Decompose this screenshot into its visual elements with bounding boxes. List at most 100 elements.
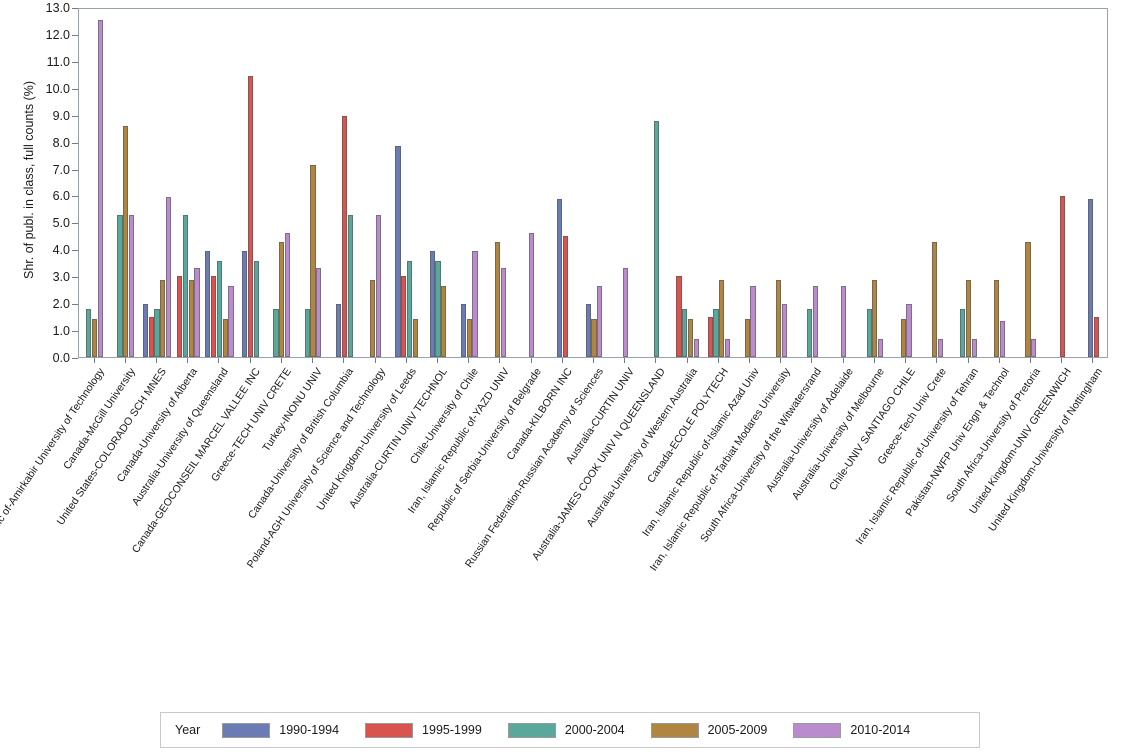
bar — [841, 286, 847, 357]
bar — [117, 215, 123, 357]
y-tick-mark — [72, 223, 78, 225]
bar — [866, 308, 872, 357]
legend-swatch — [507, 722, 556, 738]
y-tick-mark — [72, 331, 78, 333]
y-tick-mark — [72, 8, 78, 9]
y-tick-label: 13.0 — [45, 1, 70, 15]
bar — [687, 318, 694, 357]
y-tick-label: 1.0 — [52, 324, 70, 339]
bar — [441, 286, 447, 357]
bar — [341, 115, 347, 357]
bar — [129, 215, 135, 357]
y-tick-mark — [72, 88, 78, 90]
x-tick-mark — [312, 358, 314, 363]
x-tick-mark — [1092, 358, 1094, 363]
x-tick-mark — [468, 358, 470, 363]
legend-item[interactable]: 1990-1994 — [222, 722, 340, 738]
bar — [494, 241, 501, 357]
bar — [676, 276, 682, 357]
y-tick-label: 10.0 — [45, 81, 70, 96]
y-tick-mark — [72, 142, 78, 144]
bar — [693, 339, 699, 357]
bar — [563, 236, 569, 357]
y-tick-mark — [72, 304, 78, 306]
x-tick-mark — [1029, 358, 1031, 363]
bar — [781, 303, 787, 357]
bar — [878, 339, 884, 357]
bar — [960, 308, 966, 357]
bar — [142, 304, 149, 357]
x-tick-mark — [530, 358, 532, 363]
bar — [994, 280, 1000, 357]
x-tick-mark — [811, 358, 813, 363]
bar — [775, 280, 781, 357]
bar — [335, 304, 342, 357]
bar — [806, 308, 813, 357]
bar — [182, 215, 188, 357]
bar — [97, 20, 103, 357]
bar — [622, 268, 628, 357]
bar — [395, 145, 401, 357]
y-tick-mark — [72, 196, 78, 198]
bar — [222, 318, 228, 357]
legend-label: 2005-2009 — [707, 723, 768, 737]
bar — [719, 280, 725, 357]
x-tick-mark — [873, 358, 875, 363]
bar — [591, 318, 597, 357]
x-tick-mark — [749, 358, 751, 363]
bar — [154, 308, 160, 357]
bar — [653, 120, 659, 357]
bar — [872, 280, 878, 357]
x-tick-label-text: Iran, Islamic Republic of-Islamic Azad U… — [640, 366, 762, 539]
y-tick-mark — [72, 34, 78, 36]
y-tick-label: 3.0 — [52, 270, 70, 285]
bar — [1059, 196, 1065, 357]
bar — [205, 251, 211, 357]
x-tick-mark — [717, 358, 719, 363]
bar — [971, 339, 977, 357]
bar — [216, 260, 223, 357]
y-tick-label: 2.0 — [52, 297, 70, 312]
bar — [194, 268, 200, 357]
bar — [347, 215, 353, 357]
bar — [211, 276, 217, 357]
y-tick-label: 5.0 — [52, 216, 70, 231]
bar — [166, 197, 172, 357]
legend-label: 1990-1994 — [279, 723, 340, 737]
x-tick-mark — [842, 358, 844, 363]
legend-swatch — [222, 722, 271, 738]
bar — [285, 232, 291, 357]
y-tick-label: 8.0 — [52, 135, 70, 150]
bar — [812, 286, 818, 357]
x-tick-mark — [156, 358, 158, 363]
y-tick-label: 9.0 — [52, 108, 70, 123]
chart-legend: Year 1990-1994 1995-1999 2000-2004 2005-200… — [160, 712, 980, 748]
bar — [472, 250, 478, 357]
plot-area — [78, 8, 1108, 358]
bar — [597, 286, 603, 357]
x-tick-mark — [936, 358, 938, 363]
x-tick-mark — [124, 358, 126, 363]
bar — [176, 276, 183, 357]
legend-swatch — [793, 722, 842, 738]
legend-label: 2000-2004 — [564, 723, 625, 737]
bar — [435, 260, 441, 357]
y-tick-mark — [72, 115, 78, 117]
legend-item[interactable]: 2010-2014 — [793, 722, 910, 738]
bar — [1093, 316, 1099, 357]
bar — [707, 316, 713, 357]
bar — [253, 260, 260, 357]
bar — [500, 268, 506, 357]
bar — [160, 280, 166, 357]
bar — [370, 280, 376, 357]
legend-item[interactable]: 2000-2004 — [507, 722, 625, 738]
bar — [279, 241, 285, 357]
bar — [931, 241, 938, 357]
legend-item[interactable]: 1995-1999 — [365, 722, 482, 738]
x-tick-mark — [998, 358, 1000, 363]
y-tick-label: 6.0 — [52, 189, 70, 204]
bar — [310, 164, 316, 357]
bar — [148, 316, 154, 357]
legend-item[interactable]: 2005-2009 — [650, 722, 768, 738]
